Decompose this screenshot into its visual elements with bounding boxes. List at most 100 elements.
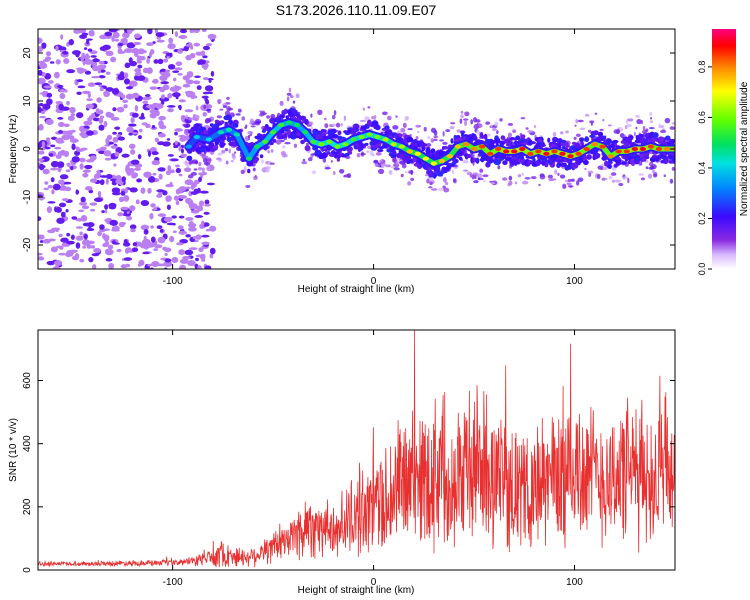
noise-speckle bbox=[157, 263, 166, 267]
noise-speckle bbox=[105, 137, 110, 145]
halo-speckle bbox=[259, 111, 266, 116]
noise-speckle bbox=[173, 195, 179, 201]
halo-speckle bbox=[293, 143, 298, 148]
noise-speckle bbox=[163, 261, 172, 266]
noise-speckle bbox=[132, 242, 137, 247]
band-speckle bbox=[505, 143, 512, 147]
halo-speckle bbox=[222, 105, 228, 109]
halo-speckle bbox=[571, 178, 575, 182]
halo-speckle bbox=[596, 173, 601, 180]
noise-speckle bbox=[105, 248, 114, 256]
halo-speckle bbox=[395, 115, 398, 118]
noise-speckle bbox=[64, 89, 68, 93]
halo-speckle bbox=[567, 185, 574, 188]
halo-speckle bbox=[566, 182, 572, 186]
noise-speckle bbox=[198, 176, 202, 183]
noise-speckle bbox=[67, 115, 75, 121]
noise-speckle bbox=[43, 85, 52, 89]
band-speckle bbox=[488, 158, 495, 163]
noise-speckle bbox=[139, 55, 146, 61]
noise-speckle bbox=[64, 123, 70, 128]
noise-speckle bbox=[116, 248, 122, 253]
band-speckle bbox=[441, 145, 446, 151]
band-speckle bbox=[328, 134, 335, 139]
noise-speckle bbox=[175, 164, 180, 168]
halo-speckle bbox=[426, 178, 430, 184]
halo-speckle bbox=[393, 167, 400, 171]
noise-speckle bbox=[90, 208, 96, 212]
noise-speckle bbox=[151, 151, 159, 156]
halo-speckle bbox=[442, 131, 445, 137]
halo-speckle bbox=[547, 174, 554, 179]
noise-speckle bbox=[155, 32, 165, 38]
noise-speckle bbox=[93, 248, 101, 253]
halo-speckle bbox=[647, 173, 653, 179]
noise-speckle bbox=[131, 247, 139, 252]
band-speckle bbox=[371, 120, 379, 127]
noise-speckle bbox=[148, 175, 156, 183]
ridge-point bbox=[478, 144, 486, 149]
band-speckle bbox=[413, 162, 420, 167]
halo-speckle bbox=[247, 134, 251, 138]
noise-speckle bbox=[65, 130, 73, 136]
noise-speckle bbox=[198, 161, 202, 167]
noise-speckle bbox=[147, 187, 152, 194]
halo-speckle bbox=[573, 136, 577, 140]
halo-speckle bbox=[366, 150, 370, 154]
noise-speckle bbox=[200, 190, 209, 194]
halo-speckle bbox=[330, 160, 333, 163]
noise-speckle bbox=[69, 106, 76, 114]
band-speckle bbox=[189, 128, 194, 134]
halo-speckle bbox=[428, 186, 433, 189]
band-speckle bbox=[333, 134, 338, 139]
band-speckle bbox=[625, 143, 630, 147]
noise-speckle bbox=[38, 46, 43, 53]
halo-speckle bbox=[184, 160, 188, 166]
noise-speckle bbox=[75, 226, 83, 229]
noise-speckle bbox=[125, 93, 134, 100]
halo-speckle bbox=[462, 160, 469, 164]
noise-speckle bbox=[165, 198, 170, 202]
noise-speckle bbox=[71, 216, 78, 220]
band-speckle bbox=[315, 149, 322, 155]
noise-speckle bbox=[70, 113, 76, 117]
noise-speckle bbox=[134, 167, 141, 171]
halo-speckle bbox=[308, 121, 314, 125]
y-tick-label: 10 bbox=[22, 95, 33, 107]
halo-speckle bbox=[508, 175, 513, 181]
band-speckle bbox=[535, 143, 542, 147]
noise-speckle bbox=[104, 210, 108, 214]
noise-speckle bbox=[153, 207, 158, 211]
halo-speckle bbox=[406, 116, 409, 121]
noise-speckle bbox=[173, 145, 179, 149]
band-speckle bbox=[668, 160, 675, 164]
ridge-point bbox=[350, 137, 357, 142]
noise-speckle bbox=[161, 141, 171, 147]
halo-speckle bbox=[275, 139, 282, 145]
halo-speckle bbox=[206, 158, 212, 162]
noise-speckle bbox=[98, 60, 105, 65]
band-speckle bbox=[667, 154, 674, 160]
band-speckle bbox=[641, 157, 647, 162]
band-speckle bbox=[299, 115, 307, 120]
noise-speckle bbox=[149, 109, 157, 114]
noise-speckle bbox=[147, 150, 152, 157]
noise-speckle bbox=[51, 189, 55, 195]
noise-speckle bbox=[194, 75, 201, 78]
noise-speckle bbox=[85, 53, 90, 60]
band-speckle bbox=[503, 138, 511, 144]
noise-speckle bbox=[180, 148, 185, 154]
ridge-point bbox=[430, 161, 438, 166]
band-speckle bbox=[332, 151, 339, 155]
noise-speckle bbox=[57, 122, 65, 128]
ridge-point bbox=[342, 142, 349, 147]
noise-speckle bbox=[56, 217, 65, 224]
band-speckle bbox=[324, 148, 328, 152]
noise-speckle bbox=[54, 260, 63, 266]
band-speckle bbox=[560, 142, 567, 147]
noise-speckle bbox=[153, 59, 159, 64]
band-speckle bbox=[299, 134, 303, 139]
noise-speckle bbox=[140, 112, 145, 120]
noise-speckle bbox=[38, 126, 44, 131]
halo-speckle bbox=[466, 171, 472, 176]
